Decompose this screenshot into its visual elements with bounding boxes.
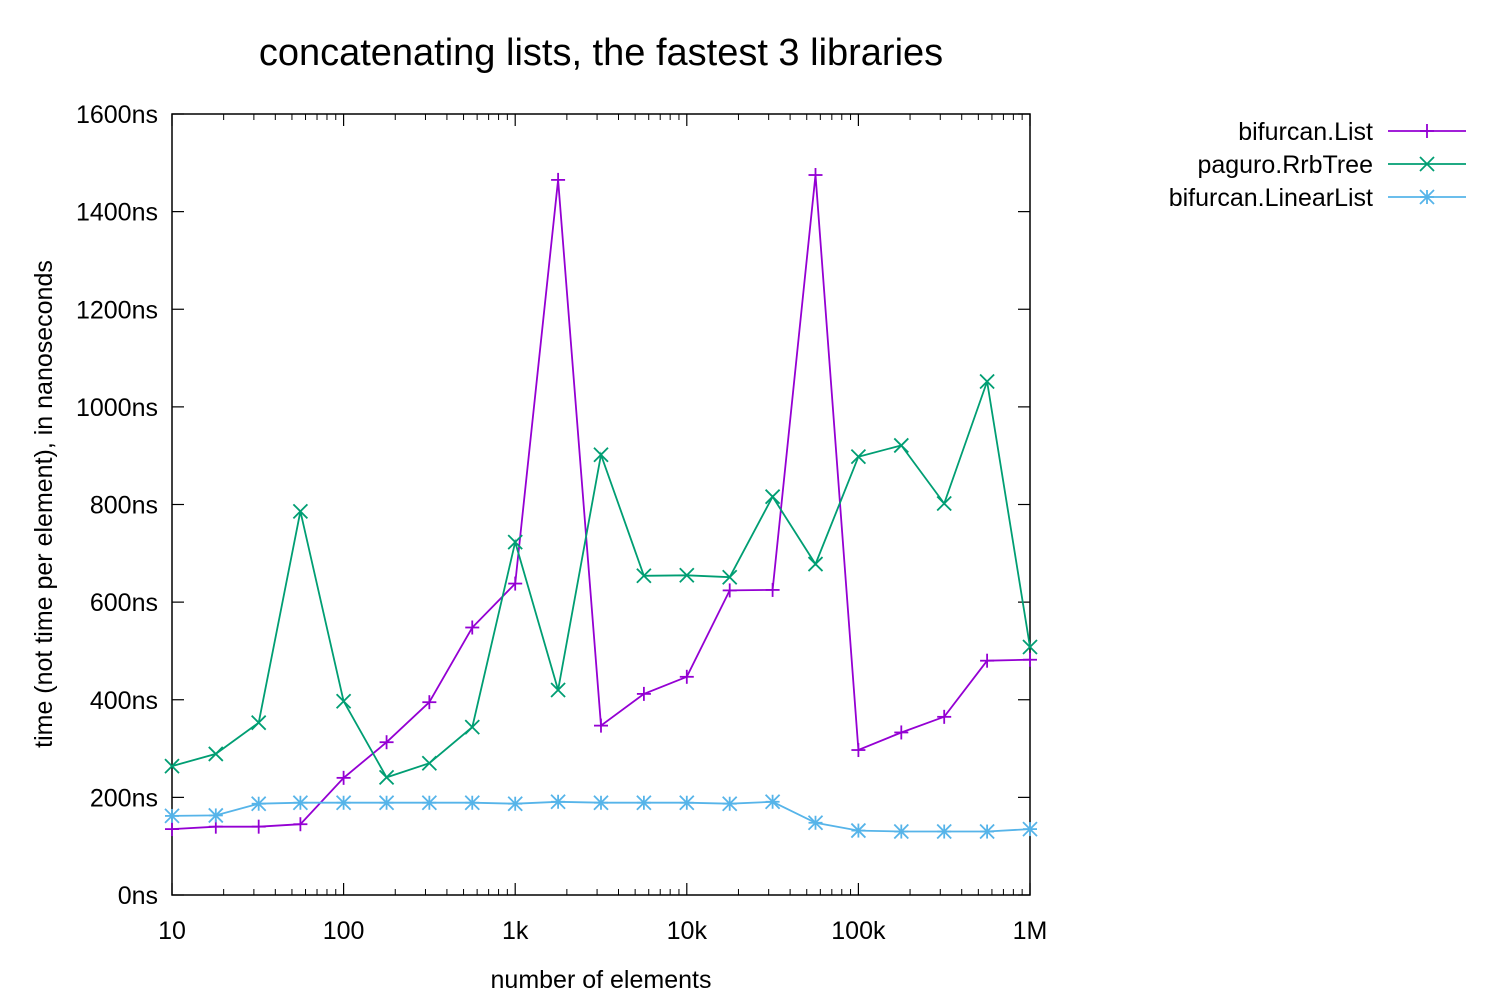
data-point xyxy=(636,686,651,701)
data-point xyxy=(764,794,781,810)
x-tick-label: 1M xyxy=(1013,917,1048,945)
data-point xyxy=(722,583,737,598)
y-tick-label: 800ns xyxy=(90,492,158,520)
data-point xyxy=(679,567,695,583)
series-bifurcan-linearlist xyxy=(164,794,1038,840)
x-tick-label: 1k xyxy=(502,917,529,945)
data-point xyxy=(851,743,866,758)
data-point xyxy=(893,437,909,454)
chart-title: concatenating lists, the fastest 3 libra… xyxy=(259,32,943,74)
y-tick-label: 400ns xyxy=(90,687,158,715)
data-point xyxy=(593,718,608,733)
data-point xyxy=(679,795,695,811)
y-tick-label: 1200ns xyxy=(76,296,158,324)
data-point xyxy=(550,682,566,698)
data-point xyxy=(850,449,867,465)
data-point xyxy=(164,808,180,824)
y-tick-label: 200ns xyxy=(90,784,158,812)
legend-label: paguro.RrbTree xyxy=(1197,151,1373,179)
data-point xyxy=(722,569,738,585)
data-point xyxy=(979,823,995,840)
legend-marker xyxy=(1419,189,1435,205)
data-point xyxy=(335,693,352,709)
y-tick-label: 1400ns xyxy=(76,199,158,227)
y-tick-label: 1600ns xyxy=(76,101,158,129)
x-tick-label: 100 xyxy=(323,917,365,945)
plot-frame xyxy=(171,113,1031,896)
series-bifurcan-list xyxy=(165,168,1037,837)
x-tick-label: 10k xyxy=(667,917,708,945)
data-point xyxy=(936,495,952,512)
data-point xyxy=(335,795,352,811)
data-point xyxy=(379,735,394,750)
legend: bifurcan.List paguro.RrbTree bifurcan.Line… xyxy=(1169,118,1466,212)
data-point xyxy=(893,823,909,840)
y-axis-label: time (not time per element), in nanoseco… xyxy=(30,260,58,748)
data-point xyxy=(1023,652,1037,667)
data-point xyxy=(507,534,523,550)
data-point xyxy=(164,758,180,774)
data-point xyxy=(980,653,995,668)
data-point xyxy=(764,489,781,505)
data-point xyxy=(507,796,523,812)
data-point xyxy=(636,795,652,811)
legend-label: bifurcan.LinearList xyxy=(1169,184,1373,212)
data-point xyxy=(378,795,395,811)
data-point xyxy=(636,568,652,584)
x-tick-label: 10 xyxy=(158,917,186,945)
data-point xyxy=(422,695,437,710)
data-point xyxy=(208,807,224,824)
data-point xyxy=(593,795,609,811)
data-point xyxy=(208,746,224,762)
x-axis-label: number of elements xyxy=(491,966,712,994)
data-point xyxy=(808,168,823,183)
data-point xyxy=(979,373,995,390)
data-point xyxy=(551,172,566,187)
data-point xyxy=(765,582,780,597)
data-point xyxy=(937,709,952,724)
data-point xyxy=(550,794,566,810)
data-point xyxy=(894,725,909,740)
data-point xyxy=(165,822,179,837)
data-point xyxy=(464,795,480,811)
data-point xyxy=(464,719,480,735)
data-point xyxy=(1022,821,1038,837)
data-point xyxy=(292,795,309,811)
data-point xyxy=(807,815,824,831)
legend-label: bifurcan.List xyxy=(1238,118,1373,146)
y-tick-label: 1000ns xyxy=(76,394,158,422)
data-point xyxy=(936,823,952,840)
data-point xyxy=(336,770,351,785)
data-point xyxy=(378,769,395,785)
legend-marker xyxy=(1420,124,1434,138)
y-tick-label: 600ns xyxy=(90,589,158,617)
data-point xyxy=(251,796,267,812)
x-tick-label: 100k xyxy=(831,917,886,945)
series-paguro-rrbtree xyxy=(164,373,1038,785)
data-point xyxy=(508,576,523,591)
data-point xyxy=(679,669,694,684)
plot-area: 0ns 200ns 400ns 600ns 800ns 1000ns 1200ns 1400n… xyxy=(76,101,1047,945)
data-point xyxy=(251,819,266,834)
data-point xyxy=(465,620,480,635)
data-point xyxy=(850,822,867,839)
data-point xyxy=(593,447,609,463)
data-point xyxy=(807,556,824,572)
legend-marker xyxy=(1419,156,1435,172)
y-tick-label: 0ns xyxy=(118,882,158,910)
data-point xyxy=(421,795,437,811)
data-point xyxy=(292,503,309,519)
data-point xyxy=(1022,639,1038,655)
data-point xyxy=(421,755,437,771)
data-point xyxy=(722,796,738,812)
data-point xyxy=(251,715,267,731)
data-point xyxy=(293,817,308,832)
